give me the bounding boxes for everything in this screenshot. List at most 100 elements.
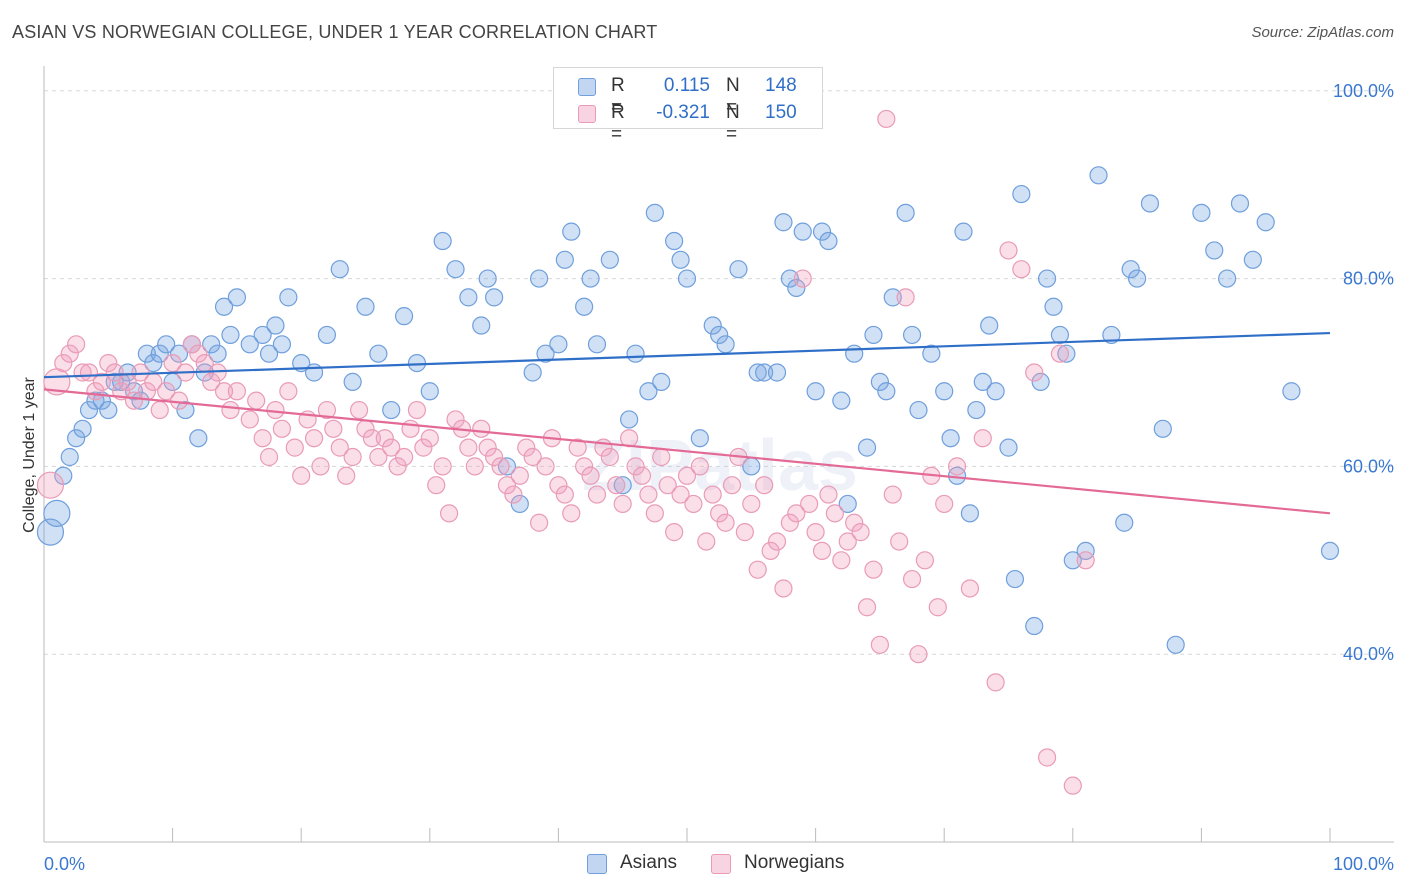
norwegian-point bbox=[947, 457, 967, 476]
asian-point bbox=[581, 269, 600, 288]
asian-point bbox=[1205, 241, 1224, 260]
asian-point bbox=[793, 222, 812, 241]
norwegian-point bbox=[530, 513, 549, 532]
norwegian-point bbox=[485, 447, 504, 467]
asian-point bbox=[729, 260, 748, 279]
asian-point bbox=[748, 363, 767, 382]
asian-point bbox=[1153, 419, 1172, 438]
asian-point bbox=[870, 372, 890, 391]
norwegian-point bbox=[710, 504, 729, 523]
asian-point bbox=[369, 344, 388, 363]
asian-point bbox=[189, 429, 208, 448]
norwegian-point bbox=[510, 466, 529, 485]
norwegian-point bbox=[755, 476, 774, 495]
asian-point bbox=[600, 250, 619, 269]
norwegian-point bbox=[311, 457, 330, 476]
asian-point bbox=[227, 288, 246, 307]
norwegian-point bbox=[478, 438, 497, 457]
norwegian-point bbox=[928, 598, 947, 617]
asian-point bbox=[144, 353, 163, 373]
asian-point bbox=[819, 231, 838, 251]
norwegian-point bbox=[362, 429, 382, 448]
norwegian-point bbox=[504, 485, 523, 504]
asian-point bbox=[433, 231, 452, 251]
norwegian-point bbox=[227, 382, 246, 401]
asian-point bbox=[169, 344, 189, 363]
norwegians-swatch bbox=[711, 854, 731, 874]
asian-point bbox=[259, 344, 279, 363]
norwegian-point bbox=[838, 532, 857, 551]
asian-point bbox=[555, 250, 574, 269]
norwegian-point bbox=[812, 541, 832, 561]
asian-point bbox=[536, 344, 555, 363]
asian-point bbox=[1076, 541, 1095, 561]
norwegian-point bbox=[999, 241, 1018, 260]
legend-r-label: R = bbox=[611, 102, 625, 145]
asian-point bbox=[118, 363, 137, 382]
norwegian-point bbox=[761, 541, 780, 561]
asian-point bbox=[690, 429, 709, 448]
norwegian-point bbox=[780, 513, 799, 532]
norwegian-point bbox=[748, 560, 767, 579]
asian-point bbox=[317, 325, 337, 345]
asian-point bbox=[510, 494, 529, 514]
norwegian-point bbox=[613, 494, 632, 514]
x-tick-label: 100.0% bbox=[1333, 854, 1394, 874]
asian-point bbox=[613, 476, 632, 495]
asian-point bbox=[575, 297, 594, 316]
asian-point bbox=[922, 344, 941, 363]
asian-point bbox=[787, 278, 806, 298]
norwegian-point bbox=[587, 485, 607, 504]
norwegian-point bbox=[787, 504, 806, 523]
asian-point bbox=[767, 363, 787, 382]
asian-point bbox=[43, 499, 71, 527]
watermark: ZIPatlas bbox=[582, 426, 858, 506]
asian-point bbox=[1192, 203, 1211, 222]
norwegian-point bbox=[716, 513, 735, 532]
asian-point bbox=[941, 429, 960, 448]
norwegian-point bbox=[382, 438, 401, 457]
asian-point bbox=[652, 372, 671, 391]
asian-point bbox=[1063, 551, 1082, 570]
norwegian-point bbox=[832, 551, 851, 570]
y-tick-label: 100.0% bbox=[1333, 81, 1394, 101]
asian-point bbox=[176, 400, 195, 420]
asian-point bbox=[1005, 569, 1025, 589]
y-tick-label: 60.0% bbox=[1343, 456, 1394, 476]
asian-trend-line bbox=[43, 331, 1331, 379]
norwegian-point bbox=[60, 344, 79, 363]
legend-n-value: 150 bbox=[765, 102, 797, 123]
norwegian-point bbox=[349, 400, 369, 420]
norwegian-point bbox=[427, 476, 446, 495]
norwegian-point bbox=[388, 457, 407, 476]
norwegian-point bbox=[459, 438, 478, 457]
asian-point bbox=[266, 316, 285, 335]
norwegian-point bbox=[182, 335, 201, 354]
asian-point bbox=[279, 288, 298, 307]
y-tick-label: 40.0% bbox=[1343, 644, 1394, 664]
asian-point bbox=[645, 203, 664, 222]
norwegian-point bbox=[497, 476, 517, 495]
asian-point bbox=[838, 494, 857, 514]
y-tick-label: 80.0% bbox=[1343, 269, 1394, 289]
norwegian-point bbox=[986, 673, 1005, 692]
norwegian-point bbox=[407, 400, 427, 420]
asian-point bbox=[954, 222, 973, 241]
asian-point bbox=[1140, 194, 1160, 213]
norwegian-point bbox=[36, 471, 65, 499]
norwegian-point bbox=[472, 419, 491, 438]
norwegian-point bbox=[1012, 260, 1031, 279]
norwegian-point bbox=[632, 466, 652, 485]
asian-point bbox=[896, 203, 915, 222]
asian-point bbox=[36, 518, 65, 546]
norwegian-point bbox=[247, 391, 266, 410]
asian-point bbox=[832, 391, 851, 410]
asian-point bbox=[935, 382, 954, 401]
source-credit: Source: ZipAtlas.com bbox=[1251, 24, 1394, 41]
asian-point bbox=[1037, 269, 1057, 288]
norwegian-point bbox=[639, 485, 658, 504]
norwegian-point bbox=[157, 382, 176, 401]
asian-point bbox=[999, 438, 1018, 457]
norwegian-point bbox=[568, 438, 587, 457]
norwegian-point bbox=[105, 363, 124, 382]
